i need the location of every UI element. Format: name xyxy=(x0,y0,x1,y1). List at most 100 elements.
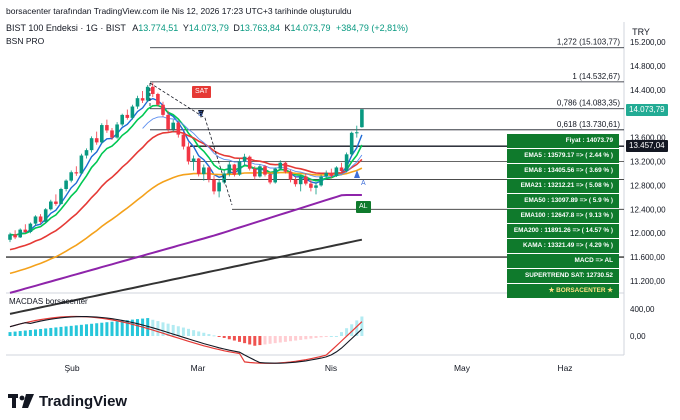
candle-body xyxy=(339,167,344,172)
macd-histogram-bar xyxy=(130,319,134,336)
macd-histogram-bar xyxy=(289,336,292,342)
macd-histogram-bar xyxy=(125,320,129,336)
macd-histogram-bar xyxy=(49,327,53,336)
candle-body xyxy=(74,172,79,174)
candle-body xyxy=(130,106,135,118)
macd-histogram-bar xyxy=(248,336,252,345)
swing-dashed-line xyxy=(149,82,233,206)
candle-body xyxy=(319,176,323,186)
candle-body xyxy=(69,172,73,181)
candle-body xyxy=(18,229,22,238)
fib-label-2: 0,786 (14.083,35) xyxy=(557,99,620,108)
symbol-legend[interactable]: BIST 100 Endeksi · 1G · BIST A13.774,51 … xyxy=(6,23,408,33)
candle-body xyxy=(247,156,252,169)
candle-body xyxy=(360,109,364,128)
sell-arrow-icon xyxy=(198,110,204,118)
macd-histogram-bar xyxy=(79,324,83,336)
macd-histogram-bar xyxy=(360,316,364,336)
macd-histogram-bar xyxy=(314,336,318,338)
info-ema21: EMA21 : 13212.21 => ( 5.08 % ) xyxy=(507,179,619,193)
snapshot-note: borsacenter tarafından TradingView.com i… xyxy=(6,6,352,16)
ema-lines xyxy=(9,97,363,315)
candle-body xyxy=(105,125,109,131)
candle-body xyxy=(334,167,339,176)
high-label: Y xyxy=(182,23,189,33)
price-axis-label: 15.200,00 xyxy=(630,38,666,47)
macd-histogram-bar xyxy=(8,332,12,336)
macd-histogram-bar xyxy=(28,330,32,336)
info-supertrend: SUPERTREND SAT: 12730.52 xyxy=(507,269,619,283)
price-axis-label: 11.200,00 xyxy=(630,277,666,286)
price-axis-label: 13.600,00 xyxy=(630,134,666,143)
candle-body xyxy=(135,98,140,107)
macd-histogram-bar xyxy=(105,322,109,336)
candle-body xyxy=(207,167,211,180)
macd-histogram-bar xyxy=(23,330,27,336)
macd-histogram-bar xyxy=(54,327,58,336)
ema100-line xyxy=(9,194,362,294)
candle-body xyxy=(59,188,63,204)
candle-body xyxy=(258,166,262,177)
candles xyxy=(8,82,364,243)
tradingview-logo-text: TradingView xyxy=(39,392,128,410)
candle-body xyxy=(38,216,43,222)
candle-body xyxy=(355,132,359,134)
candle-body xyxy=(268,174,272,183)
macd-histogram-bar xyxy=(227,336,231,340)
macd-histogram-bar xyxy=(217,336,221,337)
macd-histogram-bar xyxy=(232,336,236,341)
price-axis-label: 14.400,00 xyxy=(630,86,666,95)
info-macd: MACD => AL xyxy=(507,254,619,268)
candle-body xyxy=(293,179,298,185)
info-price: Fiyat : 14073.79 xyxy=(507,134,619,148)
macd-histogram-bar xyxy=(146,318,150,336)
candle-body xyxy=(145,86,150,101)
macd-histogram-bar xyxy=(176,326,180,336)
macd-histogram-bar xyxy=(34,329,37,336)
s-mark: S xyxy=(198,111,203,118)
macd-histogram-bar xyxy=(222,336,226,338)
currency-selector[interactable]: TRY xyxy=(632,27,650,37)
info-ema100: EMA100 : 12647.8 => ( 9.13 % ) xyxy=(507,209,619,223)
ema200-line xyxy=(9,238,363,315)
candle-body xyxy=(28,223,33,233)
macd-histogram-bar xyxy=(192,330,196,336)
candle-body xyxy=(186,146,191,162)
time-axis-label: Nis xyxy=(325,363,337,373)
indicator-title: BSN PRO xyxy=(6,36,45,46)
macd-histogram-bar xyxy=(278,336,282,343)
candle-body xyxy=(202,167,206,175)
buy-arrow-icon xyxy=(354,170,360,178)
macd-title: MACDAS borsacenter xyxy=(9,297,88,306)
candle-body xyxy=(151,86,155,94)
macd-histogram-bar xyxy=(120,320,124,336)
macd-histogram-bar xyxy=(334,336,338,337)
macd-histogram-bar xyxy=(18,331,22,336)
tradingview-logo-icon xyxy=(8,394,34,408)
price-axis-label: 13.200,00 xyxy=(630,158,666,167)
candle-body xyxy=(181,134,186,147)
candle-body xyxy=(191,158,196,162)
tradingview-logo[interactable]: TradingView xyxy=(8,390,127,412)
info-ema5: EMA5 : 13579.17 => ( 2.44 % ) xyxy=(507,149,619,163)
macd-histogram-bar xyxy=(136,319,139,336)
annotations xyxy=(149,82,360,206)
macd-histogram-bar xyxy=(100,322,104,336)
macd-histogram-bar xyxy=(39,328,43,336)
candle-body xyxy=(253,168,257,177)
candle-body xyxy=(227,164,232,174)
candle-body xyxy=(288,171,293,180)
candle-body xyxy=(166,114,170,130)
macd-axis-label: 400,00 xyxy=(630,305,655,314)
macd-histogram-bar xyxy=(115,321,119,336)
macd-histogram-bar xyxy=(212,335,216,337)
macd-axis-label: 0,00 xyxy=(630,332,646,341)
level-price-tag: 13.457,04 xyxy=(626,140,668,152)
macd-histogram-bar xyxy=(243,336,247,344)
candle-body xyxy=(273,168,277,183)
close-value: 14.073,79 xyxy=(290,23,331,33)
macd-histogram-bar xyxy=(238,336,241,342)
open-value: 13.774,51 xyxy=(138,23,179,33)
candle-body xyxy=(222,173,226,183)
price-axis: 15.200,00 14.800,00 14.400,00 13.600,00 13.2… xyxy=(630,38,666,341)
